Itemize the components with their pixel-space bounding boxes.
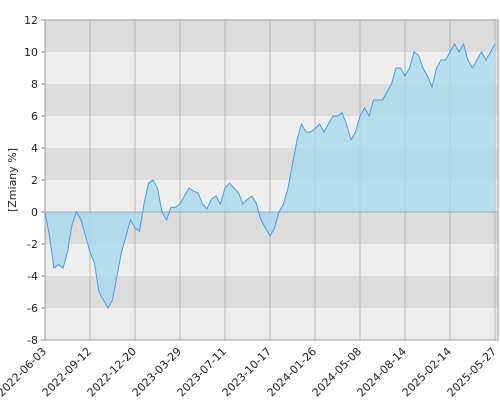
y-axis-label: [Zmiany %] (6, 148, 19, 212)
y-tick-label: 0 (31, 206, 38, 219)
line (44, 42, 496, 310)
plot-border (44, 19, 499, 341)
area (45, 44, 495, 308)
y-tick-label: 12 (24, 14, 38, 27)
band (45, 52, 498, 84)
band (45, 20, 498, 52)
y-tick-label: 2 (31, 174, 38, 187)
y-tick-label: -6 (27, 302, 38, 315)
y-tick-label: 8 (31, 78, 38, 91)
y-tick-label: 10 (24, 46, 38, 59)
y-tick-label: -8 (27, 334, 38, 347)
y-tick-label: -4 (27, 270, 38, 283)
band (45, 308, 498, 340)
y-tick-label: 6 (31, 110, 38, 123)
band (45, 276, 498, 308)
y-tick-label: 4 (31, 142, 38, 155)
y-tick-label: -2 (27, 238, 38, 251)
